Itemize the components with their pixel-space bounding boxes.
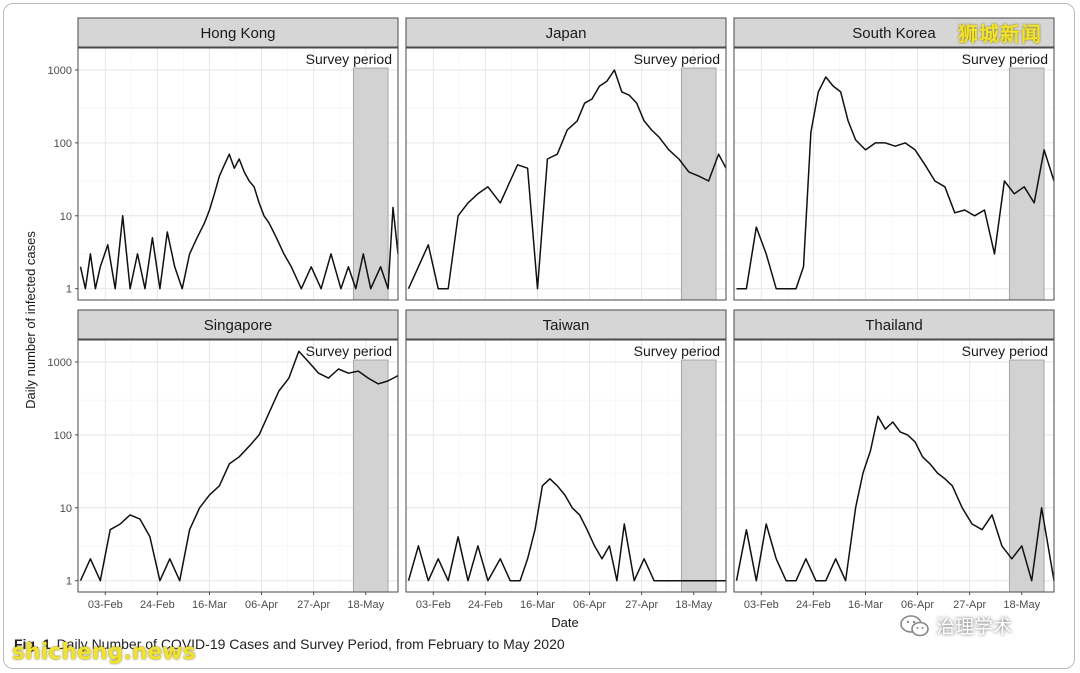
plot-border — [733, 339, 1055, 593]
panel-title: Thailand — [865, 317, 923, 334]
plot-area — [77, 47, 399, 301]
panel-strip — [733, 309, 1055, 340]
plot-border — [405, 47, 727, 301]
wechat-account-name: 治理学术 — [936, 616, 1013, 638]
figure-frame — [3, 3, 1075, 669]
caption-label: Fig. 1 — [14, 636, 51, 652]
survey-period-label: Survey period — [634, 51, 720, 67]
x-axis-title: Date — [551, 615, 578, 630]
y-tick-label: 10 — [60, 211, 72, 223]
y-tick-label: 1000 — [48, 65, 72, 77]
figure-caption: Fig. 1 Daily Number of COVID-19 Cases and… — [14, 636, 565, 652]
panel-title: Taiwan — [543, 317, 590, 334]
y-tick-label: 1 — [66, 576, 72, 588]
survey-period-band — [680, 67, 717, 301]
survey-period-band — [680, 359, 717, 593]
y-tick-label: 100 — [54, 138, 72, 150]
x-tick-label: 24-Feb — [796, 599, 831, 611]
series-line-hong-kong — [79, 153, 399, 290]
x-tick-label: 27-Apr — [953, 599, 986, 611]
y-axis-title: Daily number of infected cases — [23, 231, 38, 409]
panel-title: Hong Kong — [200, 25, 275, 42]
panel-title: South Korea — [852, 25, 936, 42]
facet-panels: Hong Kong Survey period 1 10 100 1000 Japan Sur… — [48, 17, 1055, 611]
survey-period-label: Survey period — [962, 51, 1048, 67]
plot-border — [405, 339, 727, 593]
series-line-singapore — [79, 350, 399, 582]
watermark-top: 狮城新闻 — [958, 22, 1042, 46]
y-tick-label: 1000 — [48, 357, 72, 369]
panel-strip — [405, 17, 727, 48]
survey-period-band — [1008, 67, 1045, 301]
panel-hong-kong: Hong Kong Survey period 1 10 100 1000 — [48, 17, 399, 301]
panel-south-korea: South Korea Survey period — [733, 17, 1055, 301]
x-tick-label: 06-Apr — [901, 599, 934, 611]
series-line-taiwan — [407, 478, 726, 582]
plot-border — [77, 47, 399, 301]
x-tick-label: 03-Feb — [416, 599, 451, 611]
x-tick-label: 03-Feb — [88, 599, 123, 611]
x-tick-label: 03-Feb — [744, 599, 779, 611]
y-tick-label: 10 — [60, 503, 72, 515]
x-tick-label: 27-Apr — [625, 599, 658, 611]
panel-title: Singapore — [204, 317, 272, 334]
panel-strip — [405, 309, 727, 340]
caption-text: Daily Number of COVID-19 Cases and Surve… — [56, 636, 565, 652]
x-tick-label: 16-Mar — [520, 599, 555, 611]
panel-japan: Japan Survey period — [405, 17, 727, 301]
y-tick-label: 100 — [54, 430, 72, 442]
survey-period-band — [352, 359, 389, 593]
series-line-japan — [407, 69, 727, 290]
x-tick-label: 24-Feb — [140, 599, 175, 611]
y-tick-label: 1 — [66, 284, 72, 296]
series-line-south-korea — [736, 76, 1055, 290]
plot-area — [733, 339, 1055, 593]
panel-title: Japan — [546, 25, 587, 42]
x-tick-label: 06-Apr — [573, 599, 606, 611]
panel-taiwan: Taiwan Survey period 03-Feb 24-Feb 16-Mar 06-… — [405, 309, 727, 611]
panel-singapore: Singapore Survey period 1 10 100 1000 03-Feb 24… — [48, 309, 399, 611]
x-tick-label: 06-Apr — [245, 599, 278, 611]
x-tick-label: 18-May — [1003, 599, 1040, 611]
wechat-account: 治理学术 — [900, 612, 1012, 639]
x-tick-label: 18-May — [347, 599, 384, 611]
plot-area — [405, 47, 727, 301]
panel-strip — [733, 17, 1055, 48]
survey-period-label: Survey period — [962, 343, 1048, 359]
x-tick-label: 24-Feb — [468, 599, 503, 611]
plot-border — [733, 47, 1055, 301]
x-tick-label: 18-May — [675, 599, 712, 611]
x-tick-label: 27-Apr — [297, 599, 330, 611]
panel-strip — [77, 309, 399, 340]
plot-area — [733, 47, 1055, 301]
wechat-icon — [900, 614, 929, 636]
x-tick-label: 16-Mar — [192, 599, 227, 611]
watermark-bottom: shicheng.news — [12, 640, 196, 665]
x-tick-label: 16-Mar — [848, 599, 883, 611]
survey-period-band — [1008, 359, 1045, 593]
panel-strip — [77, 17, 399, 48]
plot-area — [77, 339, 399, 593]
plot-border — [77, 339, 399, 593]
survey-period-label: Survey period — [634, 343, 720, 359]
survey-period-label: Survey period — [306, 51, 392, 67]
survey-period-label: Survey period — [306, 343, 392, 359]
panel-thailand: Thailand Survey period 03-Feb 24-Feb 16-Mar 0… — [733, 309, 1055, 611]
survey-period-band — [352, 67, 389, 301]
series-line-thailand — [735, 415, 1055, 582]
